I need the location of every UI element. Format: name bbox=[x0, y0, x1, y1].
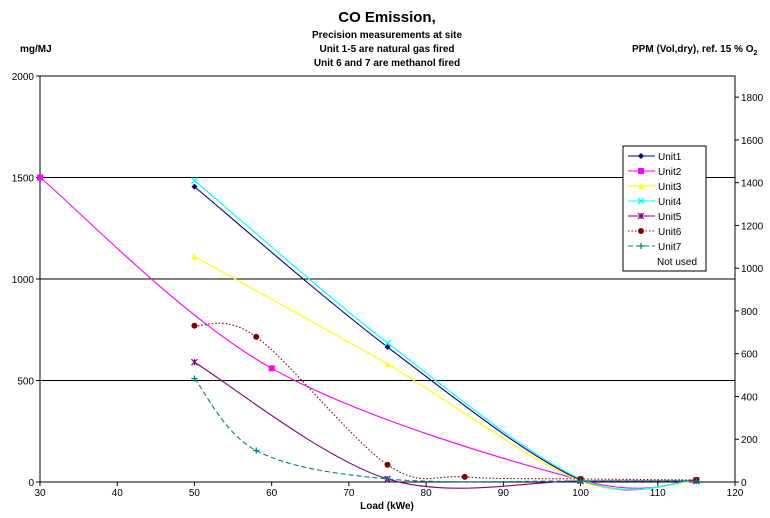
chart-subtitle-2: Unit 1-5 are natural gas fired bbox=[319, 44, 454, 55]
left-y-axis-ticks: 0 500 1000 1500 2000 bbox=[12, 72, 40, 489]
right-tick-label-800: 800 bbox=[741, 307, 758, 318]
left-tick-label-500: 500 bbox=[17, 377, 34, 388]
point-unit7-75 bbox=[384, 475, 391, 482]
series-unit5 bbox=[191, 358, 700, 489]
legend-marker-unit7 bbox=[638, 243, 644, 249]
x-tick-label-70: 70 bbox=[343, 488, 355, 499]
right-tick-label-0: 0 bbox=[741, 478, 747, 489]
legend-label-unit6: Unit6 bbox=[658, 227, 682, 238]
right-tick-label-200: 200 bbox=[741, 435, 758, 446]
series-unit7 bbox=[191, 375, 700, 484]
legend-label-not-used: Not used bbox=[657, 257, 697, 268]
point-unit6-85 bbox=[461, 473, 468, 480]
series-line-unit4 bbox=[194, 180, 697, 491]
point-unit3-75 bbox=[384, 361, 391, 368]
legend-label-unit2: Unit2 bbox=[658, 167, 682, 178]
chart-subtitle-1: Precision measurements at site bbox=[312, 30, 463, 41]
x-tick-label-120: 120 bbox=[727, 488, 744, 499]
legend: Unit1 Unit2 Unit3 Unit4 Unit5 Unit6 Unit7 Not u… bbox=[622, 145, 707, 272]
right-tick-label-1000: 1000 bbox=[741, 264, 764, 275]
x-tick-label-110: 110 bbox=[650, 488, 666, 499]
point-unit2-30 bbox=[37, 174, 43, 181]
legend-marker-unit3 bbox=[638, 183, 644, 189]
point-unit4-50 bbox=[190, 177, 198, 185]
point-unit7-100 bbox=[577, 477, 584, 484]
point-unit1-50 bbox=[191, 183, 198, 190]
legend-marker-unit1 bbox=[638, 153, 644, 159]
right-tick-label-1800: 1800 bbox=[741, 93, 764, 104]
left-tick-label-0: 0 bbox=[28, 478, 34, 489]
point-unit7-115 bbox=[693, 477, 700, 484]
point-unit6-50 bbox=[191, 322, 198, 329]
chart-subtitle-3: Unit 6 and 7 are methanol fired bbox=[314, 58, 460, 69]
series-line-unit3 bbox=[194, 256, 697, 491]
series-unit3 bbox=[191, 253, 700, 491]
legend-marker-unit2 bbox=[638, 168, 644, 174]
left-tick-label-1000: 1000 bbox=[12, 275, 35, 286]
series-line-unit1 bbox=[194, 186, 697, 491]
legend-label-unit7: Unit7 bbox=[658, 242, 682, 253]
right-tick-label-1200: 1200 bbox=[741, 221, 764, 232]
chart-title: CO Emission, bbox=[338, 9, 436, 26]
legend-label-unit3: Unit3 bbox=[658, 182, 682, 193]
point-unit3-50 bbox=[191, 253, 198, 260]
series-unit6 bbox=[191, 322, 700, 483]
point-unit7-58 bbox=[253, 447, 260, 454]
right-tick-label-1400: 1400 bbox=[741, 179, 764, 190]
left-tick-label-1500: 1500 bbox=[12, 174, 35, 185]
point-unit6-75 bbox=[384, 461, 391, 468]
right-y-axis-ticks: 0 200 400 600 800 1000 1200 1400 1600 1800 bbox=[735, 93, 764, 489]
legend-marker-unit5 bbox=[637, 212, 645, 220]
point-unit4-75 bbox=[384, 339, 391, 347]
legend-marker-unit6 bbox=[638, 228, 644, 234]
point-unit6-58 bbox=[253, 333, 260, 340]
point-unit1-75 bbox=[384, 344, 391, 351]
series-line-unit2 bbox=[39, 177, 697, 489]
legend-label-unit1: Unit1 bbox=[658, 152, 682, 163]
series-line-unit5 bbox=[194, 361, 697, 489]
x-tick-label-50: 50 bbox=[189, 488, 201, 499]
x-tick-label-80: 80 bbox=[421, 488, 433, 499]
point-unit2-60 bbox=[268, 365, 275, 372]
legend-marker-unit4 bbox=[637, 197, 645, 205]
right-axis-unit: PPM (Vol,dry), ref. 15 % O2 bbox=[632, 44, 758, 57]
series-line-unit6 bbox=[194, 322, 697, 481]
left-tick-label-2000: 2000 bbox=[12, 72, 35, 83]
legend-label-unit4: Unit4 bbox=[658, 197, 682, 208]
x-tick-label-100: 100 bbox=[572, 488, 589, 499]
x-axis-label: Load (kWe) bbox=[360, 501, 414, 512]
x-tick-label-60: 60 bbox=[266, 488, 278, 499]
legend-label-unit5: Unit5 bbox=[658, 212, 682, 223]
right-tick-label-1600: 1600 bbox=[741, 136, 764, 147]
point-unit5-50 bbox=[191, 358, 198, 366]
x-tick-label-40: 40 bbox=[112, 488, 124, 499]
series-lines bbox=[37, 174, 700, 491]
left-axis-unit: mg/MJ bbox=[20, 44, 52, 55]
right-tick-label-600: 600 bbox=[741, 350, 758, 361]
series-line-unit7 bbox=[194, 378, 697, 483]
x-axis-ticks: 30 40 50 60 70 80 90 100 110 120 bbox=[34, 482, 744, 499]
x-tick-label-90: 90 bbox=[498, 488, 510, 499]
point-unit7-50 bbox=[191, 375, 198, 382]
x-tick-label-30: 30 bbox=[34, 488, 46, 499]
legend-box bbox=[622, 145, 707, 272]
right-tick-label-400: 400 bbox=[741, 392, 758, 403]
